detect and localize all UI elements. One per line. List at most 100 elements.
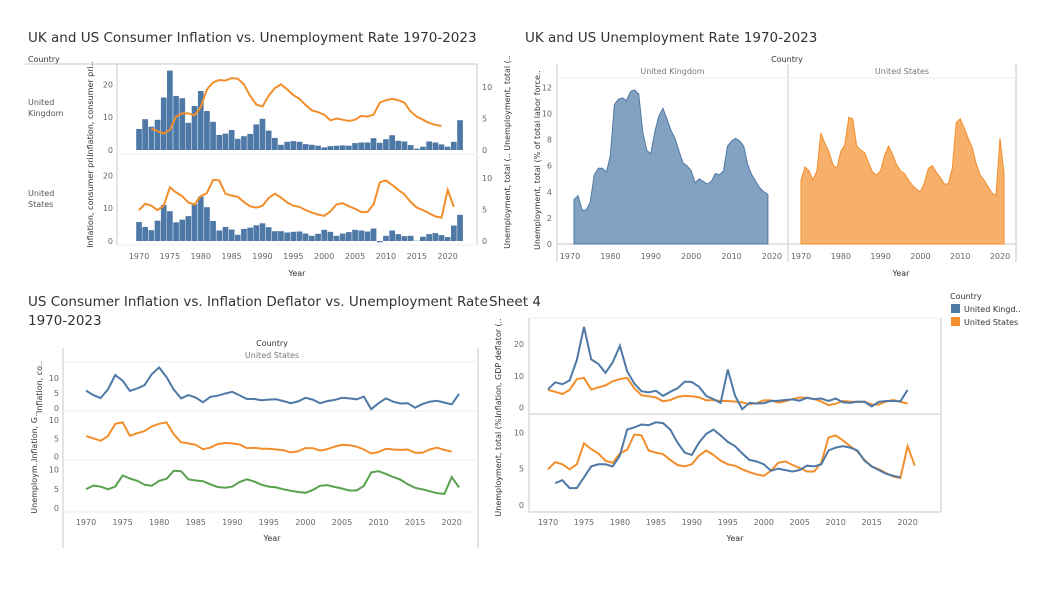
chart1-row-label-0: United Kingdom xyxy=(28,98,64,118)
chart3-row-axis-title-2: Unemploym.. xyxy=(30,460,39,513)
chart1-title: UK and US Consumer Inflation vs. Unemplo… xyxy=(28,30,477,46)
chart1-inflation-bar xyxy=(432,233,439,241)
chart1-inflation-bar xyxy=(451,141,457,150)
chart1-inflation-bar xyxy=(457,120,463,150)
chart1-row-label-1: United States xyxy=(28,189,54,209)
chart1-inflation-bar xyxy=(327,146,334,150)
chart1-inflation-bar xyxy=(333,235,340,241)
chart1-row-label-part: Kingdom xyxy=(28,109,64,118)
chart4-ytick: 10 xyxy=(514,372,524,381)
chart1-xtick-1970: 1970 xyxy=(129,252,149,261)
chart3-ytick: 5 xyxy=(54,485,59,494)
chart1-inflation-bar xyxy=(376,241,383,243)
chart1-inflation-bar xyxy=(321,147,328,150)
chart4-title: Sheet 4 xyxy=(489,294,541,310)
chart1-inflation-bar xyxy=(253,225,260,241)
chart3-series-line-0 xyxy=(85,366,460,411)
chart1-inflation-bar xyxy=(339,145,346,150)
chart1-unemployment-line xyxy=(150,77,442,135)
chart4-xtick-2010: 2010 xyxy=(826,518,846,527)
chart4-uk-line-0 xyxy=(547,326,909,411)
chart1-inflation-bar xyxy=(352,229,358,241)
chart4-xtick-1995: 1995 xyxy=(718,518,738,527)
chart1-inflation-bar xyxy=(154,119,161,150)
chart1-inflation-bar xyxy=(173,95,179,150)
chart3-ytick: 5 xyxy=(54,434,59,443)
chart2-xtick-1980: 1980 xyxy=(831,252,851,261)
chart1-inflation-bar xyxy=(352,143,358,150)
chart1-xtick-2020: 2020 xyxy=(437,252,457,261)
legend-item-0: United Kingd.. xyxy=(964,305,1021,314)
chart1-inflation-bar xyxy=(358,142,365,150)
chart2-xtick-1990: 1990 xyxy=(870,252,890,261)
chart1-inflation-bar xyxy=(302,144,309,150)
chart1-inflation-bar xyxy=(222,133,229,150)
chart1-inflation-bar xyxy=(247,133,253,150)
chart1-inflation-bar xyxy=(185,216,192,241)
chart3-series-line-1 xyxy=(85,421,452,455)
chart1-inflation-bar xyxy=(234,234,241,241)
chart1-inflation-bar xyxy=(370,228,377,241)
legend-swatch-0[interactable] xyxy=(951,304,960,313)
chart1-inflation-bar xyxy=(142,226,148,241)
chart2-ytick: 8 xyxy=(547,136,552,145)
chart3-xtick-1985: 1985 xyxy=(186,518,206,527)
chart2-country-header: Country xyxy=(771,55,803,64)
chart1-xtick-1985: 1985 xyxy=(221,252,241,261)
chart1-inflation-bar xyxy=(241,136,247,150)
chart3-ytick: 0 xyxy=(54,452,59,461)
chart1-xtick-2010: 2010 xyxy=(376,252,396,261)
chart1-inflation-bar xyxy=(241,228,247,241)
chart4-ytick: 0 xyxy=(519,404,524,413)
chart1-inflation-bar xyxy=(210,221,216,241)
chart1-right-tick: 5 xyxy=(482,205,487,214)
chart1-inflation-bar xyxy=(167,70,173,150)
chart1-inflation-bar xyxy=(444,237,451,241)
chart2-area-1 xyxy=(800,116,1005,245)
chart1-inflation-bar xyxy=(191,203,198,241)
chart3-title-line1: US Consumer Inflation vs. Inflation Defl… xyxy=(28,294,488,310)
chart1-xtick-1990: 1990 xyxy=(252,252,272,261)
chart4-uk-line-1 xyxy=(554,421,901,490)
chart1-inflation-bar xyxy=(309,235,315,241)
chart1-xtick-2005: 2005 xyxy=(345,252,365,261)
chart1-inflation-bar xyxy=(265,227,272,241)
chart1-right-tick: 10 xyxy=(482,83,492,92)
chart1-left-tick: 0 xyxy=(108,146,113,155)
chart1-inflation-bar xyxy=(432,142,439,150)
chart1-inflation-bar xyxy=(148,230,155,241)
chart1-inflation-bar xyxy=(407,235,414,241)
chart1-inflation-bar xyxy=(290,231,297,241)
chart1-inflation-bar xyxy=(426,141,432,150)
chart3-row-axis-title-0: Inflation, co.. xyxy=(35,361,44,413)
legend-swatch-1[interactable] xyxy=(951,317,960,326)
chart3-xtick-1980: 1980 xyxy=(149,518,169,527)
chart1-inflation-bar xyxy=(228,130,235,150)
chart2-xtick-1980: 1980 xyxy=(600,252,620,261)
chart4-xtick-1970: 1970 xyxy=(538,518,558,527)
chart1-inflation-bar xyxy=(438,144,445,150)
chart1-inflation-bar xyxy=(309,144,315,150)
chart3-ytick: 10 xyxy=(49,416,59,425)
chart1-left-tick: 20 xyxy=(103,80,113,89)
chart1-inflation-bar xyxy=(358,230,365,241)
chart2-pane-header-0: United Kingdom xyxy=(640,67,704,76)
chart3-xtick-1975: 1975 xyxy=(112,518,132,527)
chart1-inflation-bar xyxy=(420,146,426,150)
chart1-country-header: Country xyxy=(28,55,60,64)
chart2-xtick-2010: 2010 xyxy=(950,252,970,261)
chart2-pane-header-1: United States xyxy=(875,67,929,76)
chart3-ytick: 0 xyxy=(54,504,59,513)
chart4-us-line-0 xyxy=(547,376,908,407)
chart1-xtick-1995: 1995 xyxy=(283,252,303,261)
chart2-xtick-1970: 1970 xyxy=(560,252,580,261)
chart2-xtick-1990: 1990 xyxy=(641,252,661,261)
chart4-xtick-2005: 2005 xyxy=(790,518,810,527)
chart1-left-axis-title: Inflation, consumer pri.. xyxy=(86,152,95,248)
chart1-inflation-bar xyxy=(259,118,266,150)
chart1-inflation-bar xyxy=(401,236,408,241)
chart3-title: US Consumer Inflation vs. Inflation Defl… xyxy=(28,294,488,329)
chart1-inflation-bar xyxy=(302,233,309,241)
chart1-inflation-bar xyxy=(284,232,290,241)
